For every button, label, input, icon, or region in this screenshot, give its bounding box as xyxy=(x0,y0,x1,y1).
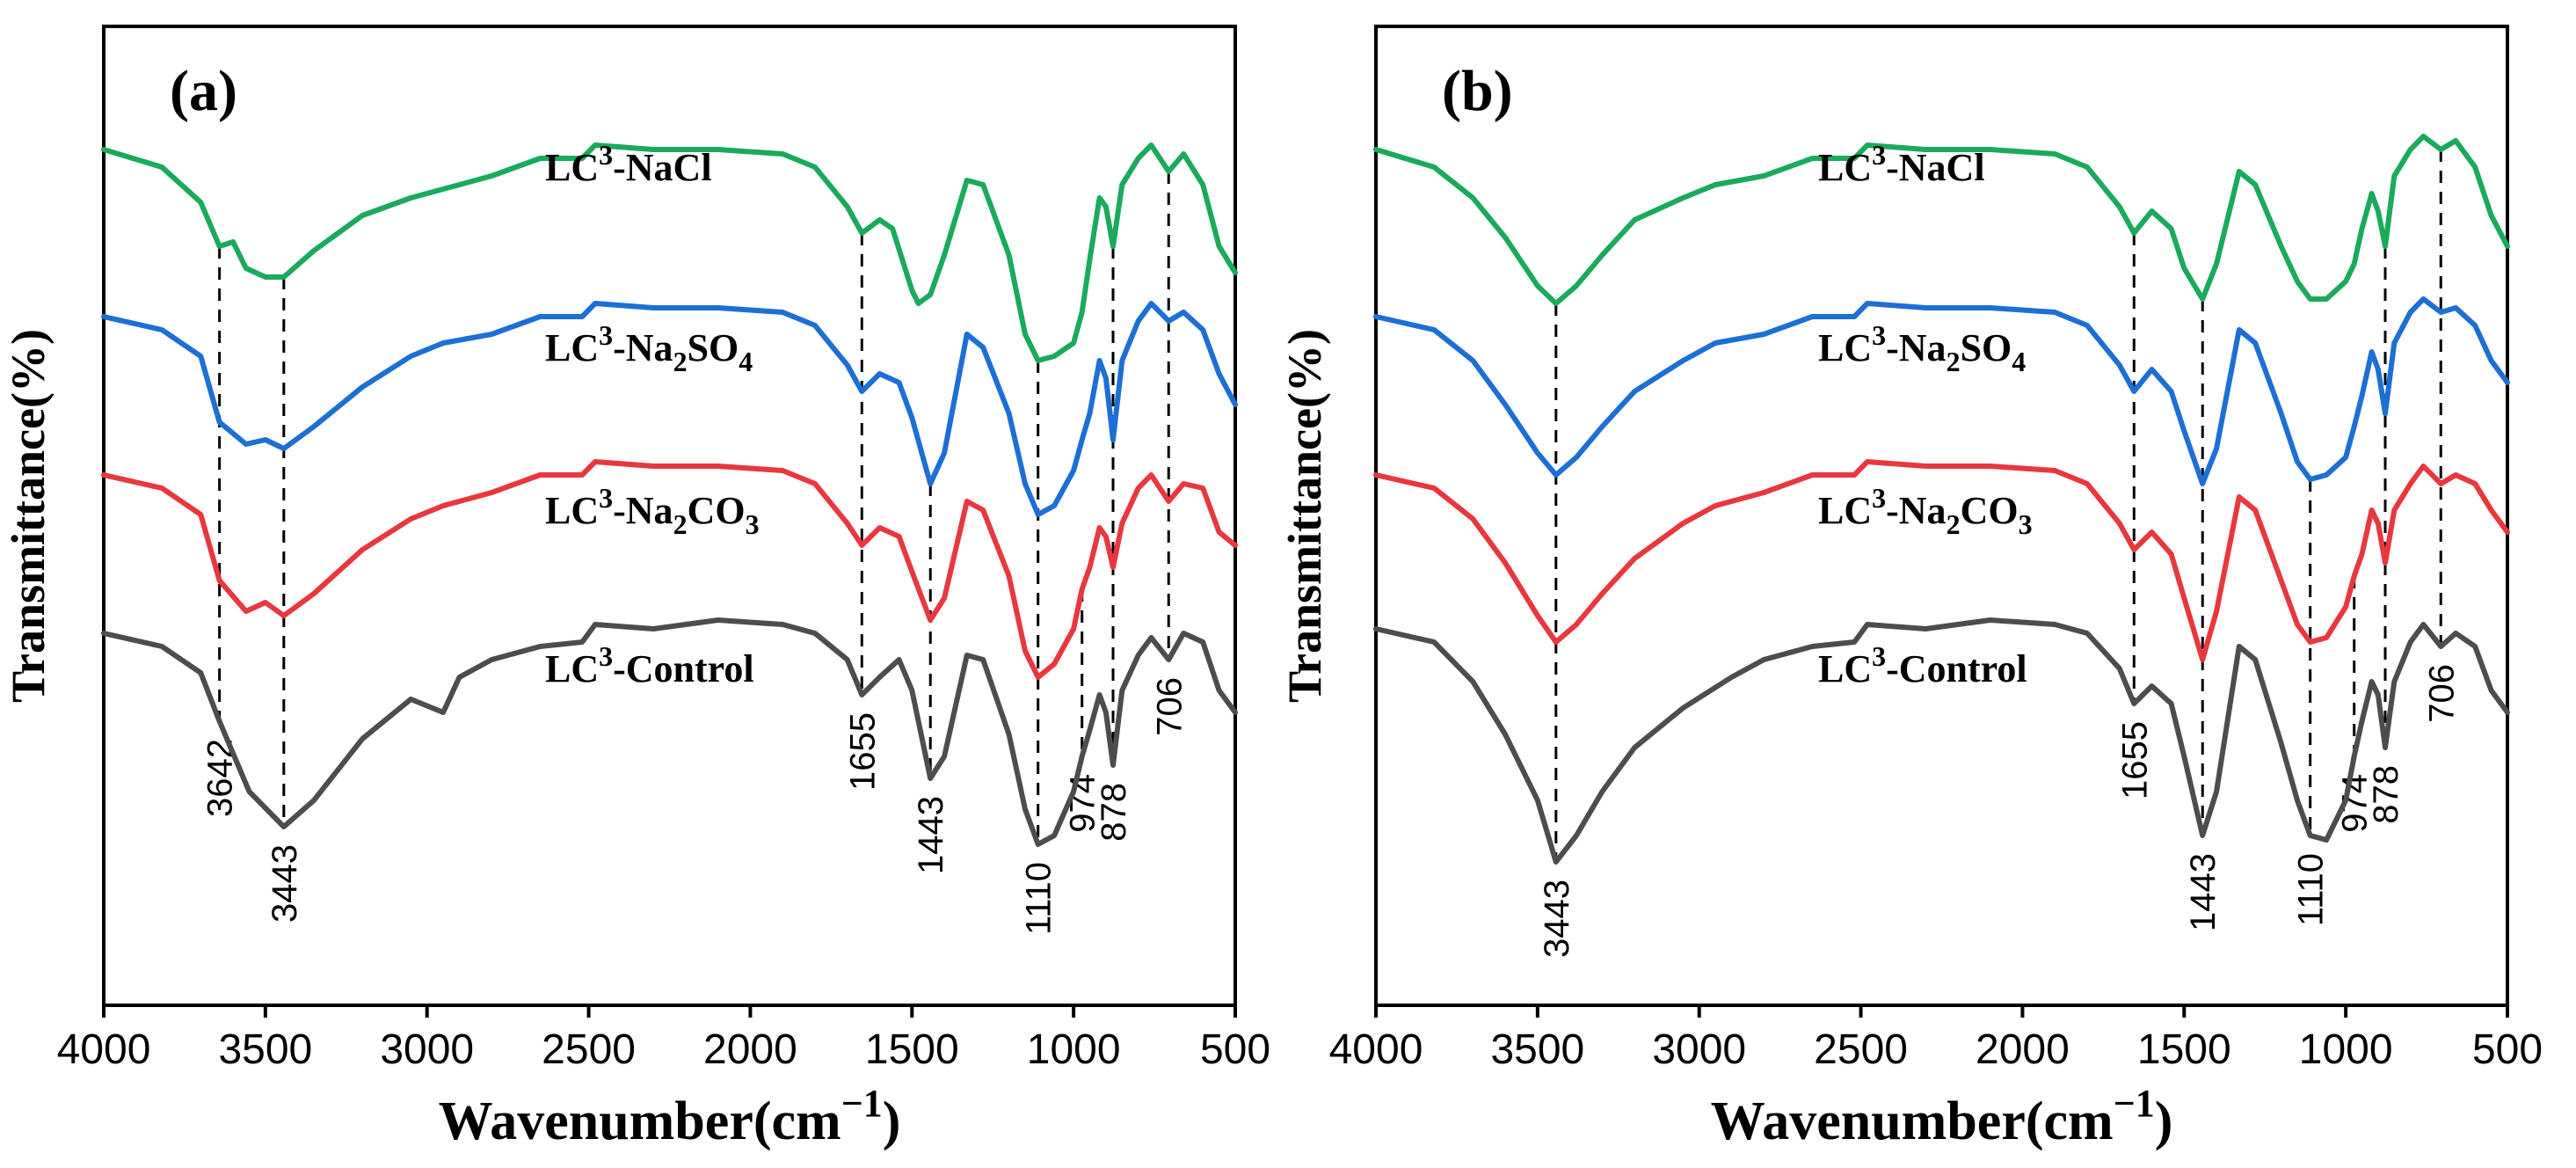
y-axis-title: Transmittance(%) xyxy=(2,329,55,703)
x-tick-label: 2500 xyxy=(1814,1026,1908,1073)
x-tick-label: 3500 xyxy=(1490,1026,1584,1073)
x-tick-label: 1000 xyxy=(1027,1026,1121,1073)
series-label: LC3-Na2SO4 xyxy=(545,319,753,377)
series-line-lc3-na2so4 xyxy=(101,301,1238,517)
x-tick-label: 1000 xyxy=(2299,1026,2393,1073)
x-axis-title: Wavenumber(cm−1) xyxy=(1711,1082,2173,1151)
y-axis-title: Transmittance(%) xyxy=(1278,329,1331,703)
x-tick-label: 2500 xyxy=(542,1026,636,1073)
x-tick-label: 2000 xyxy=(1976,1026,2070,1073)
panel-label: (b) xyxy=(1442,59,1513,123)
peak-label: 1655 xyxy=(2115,721,2154,799)
peak-label: 706 xyxy=(2422,664,2461,723)
series-label: LC3-Na2SO4 xyxy=(1818,319,2026,377)
peak-label: 1443 xyxy=(912,796,950,874)
x-tick-label: 2000 xyxy=(703,1026,797,1073)
x-tick-label: 1500 xyxy=(865,1026,959,1073)
peak-label: 3443 xyxy=(1538,880,1576,958)
peak-label: 1443 xyxy=(2184,853,2223,931)
series-line-lc3-na2so4 xyxy=(1373,296,2510,486)
x-tick-label: 4000 xyxy=(1329,1026,1423,1073)
peak-label: 878 xyxy=(1095,783,1133,842)
panel-b: 4000 3500 3000 2500 2000 1500 1000 500 Wavenumbe… xyxy=(1278,25,2543,1151)
panel-a: 4000 3500 3000 2500 2000 1500 1000 500 Wavenumbe… xyxy=(2,25,1270,1151)
plot-frame xyxy=(1374,25,2509,1007)
peak-label: 878 xyxy=(2367,765,2405,824)
x-tick-label: 500 xyxy=(2472,1026,2543,1073)
plot-frame xyxy=(102,25,1237,1007)
x-tick-label: 3000 xyxy=(380,1026,474,1073)
series-label: LC3-Na2CO3 xyxy=(545,482,760,540)
x-axis-title: Wavenumber(cm−1) xyxy=(439,1082,901,1151)
series-line-lc3-control xyxy=(101,617,1238,847)
series-line-lc3-na2co3 xyxy=(1373,459,2510,662)
series-label: LC3-NaCl xyxy=(1818,139,1985,189)
peak-label: 1655 xyxy=(843,712,882,791)
x-tick-label: 3000 xyxy=(1652,1026,1746,1073)
x-tick-label: 4000 xyxy=(57,1026,151,1073)
series-label: LC3-Na2CO3 xyxy=(1818,482,2033,540)
series-line-lc3-nacl xyxy=(1373,134,2510,306)
series-label: LC3-NaCl xyxy=(545,139,712,189)
series-label: LC3-Control xyxy=(545,640,754,690)
series-line-lc3-nacl xyxy=(101,142,1238,363)
series-line-lc3-control xyxy=(1373,617,2510,865)
x-tick-label: 1500 xyxy=(2137,1026,2231,1073)
panel-label: (a) xyxy=(170,59,237,123)
series-line-lc3-na2co3 xyxy=(101,459,1238,680)
x-tick-label: 3500 xyxy=(218,1026,312,1073)
peak-label: 3443 xyxy=(266,844,304,923)
x-tick-label: 500 xyxy=(1200,1026,1270,1073)
series-label: LC3-Control xyxy=(1818,640,2027,690)
peak-label: 706 xyxy=(1150,677,1189,736)
peak-label: 1110 xyxy=(2292,853,2331,926)
peak-label: 1110 xyxy=(1020,862,1059,935)
